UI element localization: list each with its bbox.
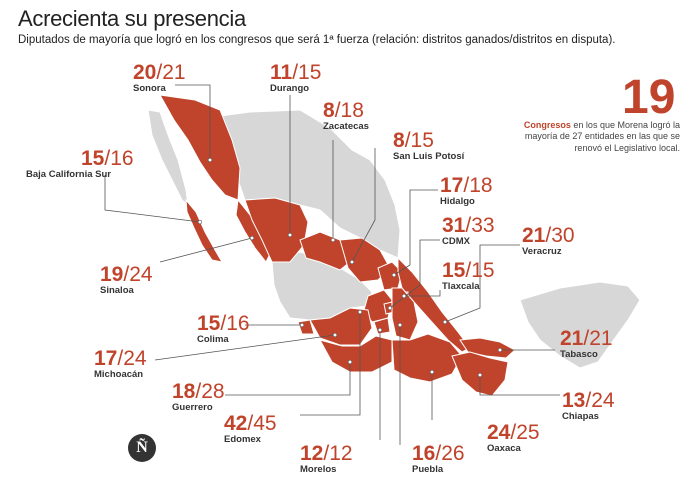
state-durango — [244, 197, 309, 263]
publisher-logo: Ñ — [128, 434, 156, 462]
leader-tlaxcala — [404, 290, 441, 297]
dot-colima — [299, 322, 305, 328]
dot-puebla — [397, 322, 403, 328]
state-yucatan-peninsula — [519, 281, 641, 369]
highlight-number: 19 — [622, 71, 676, 124]
dot-oaxaca — [429, 369, 435, 375]
leader-slp — [351, 148, 376, 263]
state-bcs — [185, 198, 223, 263]
dot-durango — [287, 232, 293, 238]
label-cdmx: 31/33 CDMX — [442, 214, 495, 247]
highlight-description: Congresos en los que Morena logró la may… — [500, 120, 680, 154]
leader-michoacan — [154, 334, 336, 361]
label-durango: 11/15 Durango — [270, 61, 322, 94]
page-title: Acrecienta su presencia — [18, 6, 246, 31]
label-hidalgo: 17/18 Hidalgo — [440, 174, 493, 207]
dot-zacatecas — [330, 237, 336, 243]
state-dots — [197, 157, 503, 378]
page-subtitle: Diputados de mayoría que logró en los co… — [18, 34, 616, 46]
dot-sinaloa — [249, 235, 255, 241]
highlight-bold: Congresos — [523, 120, 571, 130]
label-oaxaca: 24/25 Oaxaca — [487, 421, 540, 454]
label-colima: 15/16 Colima — [197, 312, 250, 345]
label-michoacan: 17/24 Michoacán — [94, 347, 147, 380]
leader-hidalgo — [393, 189, 438, 276]
highlight-text: en los que Morena logró la mayoría de 27… — [524, 120, 680, 153]
leader-guerrero — [225, 362, 351, 396]
leader-sonora — [175, 84, 211, 160]
label-tlaxcala: 15/15 Tlaxcala — [442, 259, 495, 292]
dot-tabasco — [497, 347, 503, 353]
dot-slp — [349, 259, 355, 265]
dot-guerrero — [347, 359, 353, 365]
state-zacatecas — [299, 231, 351, 271]
dot-bcs — [197, 219, 203, 225]
leader-sinaloa — [159, 237, 253, 263]
dot-cdmx — [387, 305, 393, 311]
label-puebla: 16/26 Puebla — [412, 442, 465, 475]
label-tabasco: 21/21 Tabasco — [560, 327, 613, 360]
label-edomex: 42/45 Edomex — [224, 412, 277, 445]
label-guerrero: 18/28 Guerrero — [172, 380, 225, 413]
label-sinaloa: 19/24 Sinaloa — [100, 263, 153, 296]
dot-sonora — [207, 157, 213, 163]
dot-michoacan — [332, 332, 338, 338]
base-territory — [147, 109, 641, 369]
won-territory — [159, 94, 516, 397]
leader-veracruz — [444, 244, 520, 323]
state-michoacan — [309, 307, 373, 346]
leader-chiapas — [479, 375, 560, 396]
state-sonora — [159, 94, 241, 201]
label-veracruz: 21/30 Veracruz — [522, 224, 575, 257]
dot-hidalgo — [391, 272, 397, 278]
state-guerrero — [318, 335, 393, 373]
dot-veracruz — [442, 319, 448, 325]
label-bcs: 15/16 Baja California Sur — [26, 147, 134, 180]
dot-edomex — [357, 309, 363, 315]
dot-morelos — [377, 327, 383, 333]
label-sonora: 20/21 Sonora — [133, 61, 186, 94]
label-chiapas: 13/24 Chiapas — [562, 389, 615, 422]
leader-lines — [104, 84, 560, 445]
leader-bcs — [104, 175, 201, 223]
dot-tlaxcala — [401, 293, 407, 299]
leader-edomex — [300, 312, 361, 416]
dot-chiapas — [477, 372, 483, 378]
label-slp: 8/15 San Luis Potosí — [393, 129, 465, 162]
label-zacatecas: 8/18 Zacatecas — [323, 99, 369, 132]
label-morelos: 12/12 Morelos — [300, 442, 353, 475]
